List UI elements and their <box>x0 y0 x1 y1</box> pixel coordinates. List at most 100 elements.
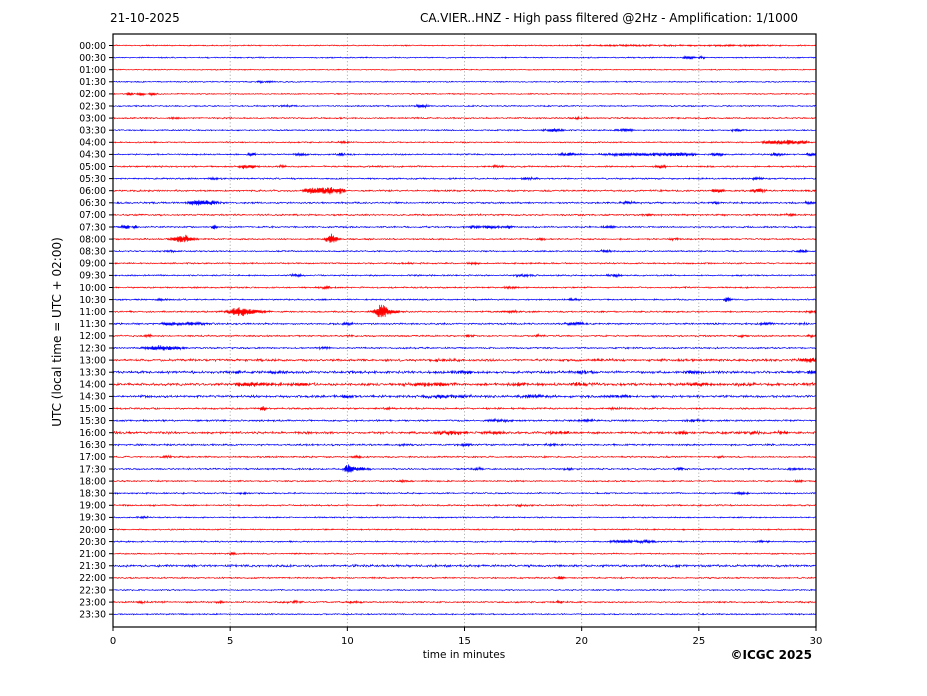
trace-1330-blue <box>112 369 817 375</box>
y-tick-label-1230: 12:30 <box>79 343 106 354</box>
y-tick-label-1700: 17:00 <box>79 452 106 463</box>
y-tick-label-1200: 12:00 <box>79 331 106 342</box>
trace-0930-blue <box>112 272 817 279</box>
trace-0000-red <box>112 43 817 48</box>
x-tick-label-25: 25 <box>692 636 705 647</box>
y-tick-label-2200: 22:00 <box>79 573 106 584</box>
y-tick-label-0130: 01:30 <box>79 77 106 88</box>
y-tick-label-0730: 07:30 <box>79 222 106 233</box>
trace-0730-blue <box>112 224 817 230</box>
trace-1130-blue <box>112 321 817 327</box>
y-tick-label-0100: 01:00 <box>79 65 106 76</box>
trace-0700-red <box>112 212 817 218</box>
trace-0230-blue <box>112 103 817 109</box>
x-tick-label-20: 20 <box>575 636 588 647</box>
trace-0430-blue <box>112 151 817 158</box>
trace-0100-red <box>112 68 817 71</box>
plot-title: CA.VIER..HNZ - High pass filtered @2Hz -… <box>419 11 799 25</box>
y-tick-label-0230: 02:30 <box>79 101 106 112</box>
y-tick-label-0530: 05:30 <box>79 174 106 185</box>
trace-1600-red <box>112 429 817 436</box>
trace-0130-blue <box>112 79 817 85</box>
y-tick-label-0630: 06:30 <box>79 198 106 209</box>
y-tick-label-1630: 16:30 <box>79 440 106 451</box>
y-tick-label-1400: 14:00 <box>79 380 106 391</box>
date-label: 21-10-2025 <box>110 11 180 25</box>
y-tick-label-1800: 18:00 <box>79 476 106 487</box>
y-tick-label-0200: 02:00 <box>79 89 106 100</box>
y-tick-label-2030: 20:30 <box>79 537 106 548</box>
trace-1230-blue <box>112 345 817 351</box>
y-tick-label-1730: 17:30 <box>79 464 106 475</box>
y-tick-label-0830: 08:30 <box>79 247 106 258</box>
trace-2200-red <box>112 575 817 581</box>
trace-0030-blue <box>112 54 817 60</box>
trace-2300-red <box>112 599 817 605</box>
trace-1430-blue <box>112 393 817 400</box>
trace-2330-blue <box>112 612 817 616</box>
y-tick-label-0430: 04:30 <box>79 150 106 161</box>
trace-1930-blue <box>112 515 817 520</box>
y-tick-label-1000: 10:00 <box>79 283 106 294</box>
trace-1830-blue <box>112 490 817 496</box>
y-tick-label-1030: 10:30 <box>79 295 106 306</box>
trace-1630-blue <box>112 442 817 448</box>
trace-1730-blue <box>112 464 817 473</box>
y-tick-label-2300: 23:00 <box>79 597 106 608</box>
trace-2000-red <box>112 527 817 531</box>
trace-0200-red <box>112 91 817 97</box>
trace-0600-red <box>112 186 817 195</box>
y-tick-label-1900: 19:00 <box>79 501 106 512</box>
y-tick-label-1430: 14:30 <box>79 392 106 403</box>
trace-0800-red <box>112 233 817 243</box>
y-tick-label-0000: 00:00 <box>79 41 106 52</box>
y-tick-label-0600: 06:00 <box>79 186 106 197</box>
copyright-label: ©ICGC 2025 <box>730 648 812 662</box>
trace-1500-red <box>112 405 817 411</box>
y-tick-label-1500: 15:00 <box>79 404 106 415</box>
y-tick-label-0030: 00:30 <box>79 53 106 64</box>
y-tick-label-0900: 09:00 <box>79 259 106 270</box>
y-tick-label-1300: 13:00 <box>79 355 106 366</box>
y-tick-label-0800: 08:00 <box>79 234 106 245</box>
x-tick-label-15: 15 <box>458 636 471 647</box>
trace-2230-blue <box>112 588 817 592</box>
y-tick-label-1930: 19:30 <box>79 513 106 524</box>
y-tick-label-1830: 18:30 <box>79 489 106 500</box>
trace-0830-blue <box>112 248 817 254</box>
y-tick-label-0400: 04:00 <box>79 138 106 149</box>
trace-1700-red <box>112 454 817 460</box>
y-tick-label-0700: 07:00 <box>79 210 106 221</box>
trace-1200-red <box>112 333 817 339</box>
trace-2100-red <box>112 551 817 557</box>
y-tick-label-2000: 20:00 <box>79 525 106 536</box>
y-tick-label-1600: 16:00 <box>79 428 106 439</box>
trace-1300-red <box>112 357 817 363</box>
trace-1030-blue <box>112 296 817 303</box>
trace-0330-blue <box>112 127 817 133</box>
y-tick-label-1100: 11:00 <box>79 307 106 318</box>
y-tick-label-2230: 22:30 <box>79 585 106 596</box>
trace-2030-blue <box>112 538 817 545</box>
y-tick-label-2100: 21:00 <box>79 549 106 560</box>
y-tick-label-1130: 11:30 <box>79 319 106 330</box>
trace-0500-red <box>112 163 817 170</box>
trace-0530-blue <box>112 175 817 182</box>
trace-1900-red <box>112 503 817 508</box>
x-axis-label: time in minutes <box>422 649 506 661</box>
trace-1100-red <box>112 304 817 318</box>
trace-1530-blue <box>112 417 817 424</box>
trace-1000-red <box>112 285 817 291</box>
y-tick-label-1530: 15:30 <box>79 416 106 427</box>
x-tick-label-0: 0 <box>110 636 116 647</box>
plot-border <box>112 33 817 628</box>
y-tick-label-1330: 13:30 <box>79 368 106 379</box>
trace-1400-red <box>112 381 817 388</box>
trace-0300-red <box>112 115 817 121</box>
trace-0900-red <box>112 261 817 266</box>
y-tick-label-0300: 03:00 <box>79 113 106 124</box>
y-tick-label-0330: 03:30 <box>79 126 106 137</box>
y-tick-label-2130: 21:30 <box>79 561 106 572</box>
